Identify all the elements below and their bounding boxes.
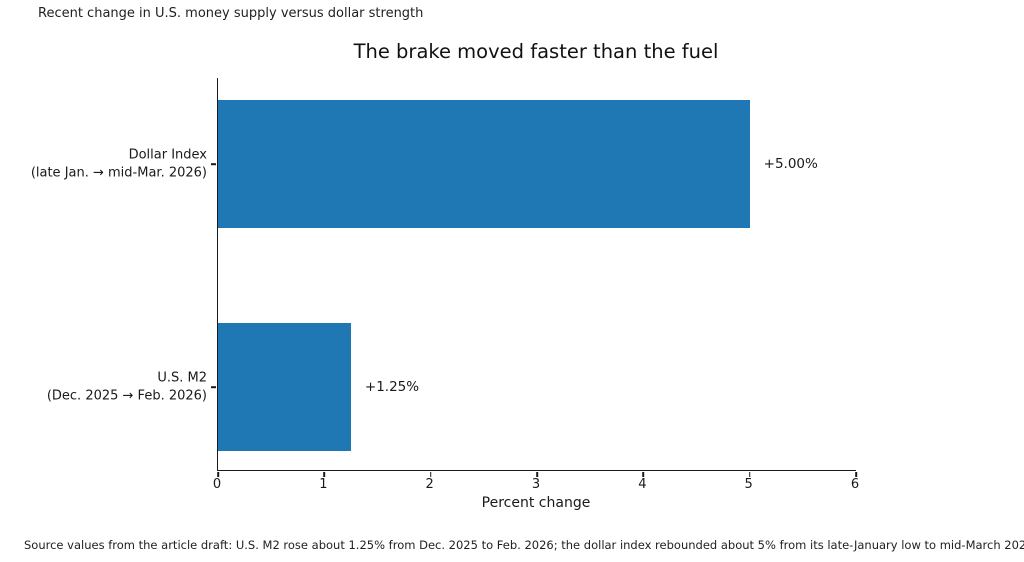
bar-value-label: +1.25%	[364, 379, 420, 395]
x-tick-label: 2	[425, 477, 434, 492]
x-tick-mark	[642, 471, 645, 477]
x-tick-mark	[217, 471, 219, 477]
y-tick-label: U.S. M2 (Dec. 2025 → Feb. 2026)	[0, 370, 207, 405]
x-tick-mark	[855, 471, 857, 477]
x-tick-label: 6	[850, 477, 860, 492]
x-tick-mark	[536, 471, 538, 477]
y-tick-label: Dollar Index (late Jan. → mid-Mar. 2026)	[0, 147, 207, 182]
x-tick-mark	[748, 471, 751, 477]
x-tick-label: 3	[531, 477, 541, 492]
x-tick-label: 4	[638, 477, 647, 492]
x-tick-label: 1	[319, 477, 328, 492]
x-tick-mark	[429, 471, 432, 477]
x-axis-label: Percent change	[481, 495, 591, 511]
plot-area: +5.00% +1.25%	[211, 78, 857, 477]
bar-0	[218, 100, 750, 228]
bar-1	[218, 323, 351, 451]
y-tick-label-line: (Dec. 2025 → Feb. 2026)	[46, 388, 207, 403]
y-tick-label-line: (late Jan. → mid-Mar. 2026)	[30, 165, 207, 180]
source-note: Source values from the article draft: U.…	[24, 538, 1024, 552]
y-tick-mark	[211, 163, 217, 165]
x-tick-label: 0	[212, 477, 222, 492]
x-tick-label: 5	[744, 477, 753, 492]
chart-title: The brake moved faster than the fuel	[353, 40, 719, 63]
y-tick-mark	[211, 386, 217, 388]
x-tick-mark	[323, 471, 326, 477]
y-tick-label-line: U.S. M2	[157, 370, 207, 386]
bar-value-label: +5.00%	[763, 156, 818, 172]
y-tick-label-line: Dollar Index	[128, 147, 207, 163]
chart-supertitle: Recent change in U.S. money supply versu…	[38, 6, 424, 21]
